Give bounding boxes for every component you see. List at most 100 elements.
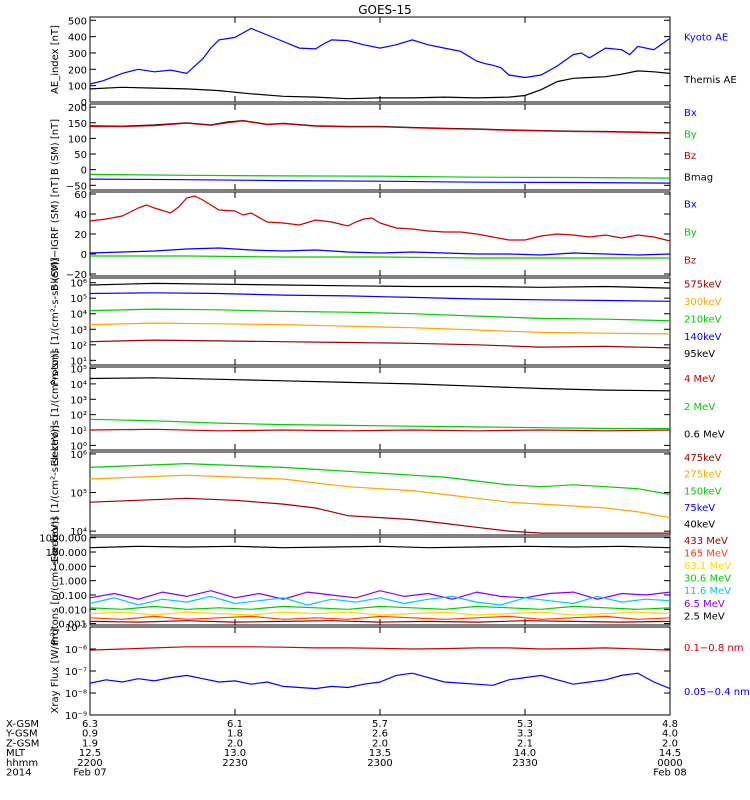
y-tick-label: 10⁴ <box>70 380 87 391</box>
y-tick-label: 0.001 <box>58 620 87 631</box>
ephemeris-value: 2200 <box>77 758 102 769</box>
legend-entry: 0.1−0.8 nm <box>684 643 743 654</box>
ephemeris-value: 2.6 <box>372 729 388 740</box>
panel-7: 0.001 0.010 0.100 1.000 10.000 100.000 1000.00… <box>39 517 731 645</box>
ephemeris-value: 0.9 <box>82 729 98 740</box>
legend-entry: 0.05−0.4 nm <box>684 687 750 698</box>
y-axis-label: B (SM)−IGRF (SM) [nT] <box>50 177 61 291</box>
ephemeris-value: 2.0 <box>372 738 388 749</box>
y-tick-label: 400 <box>68 33 87 44</box>
y-tick-label: 1.000 <box>58 577 87 588</box>
ephemeris-table: X-GSMY-GSMZ-GSMMLThhmm20146.30.91.912.52… <box>5 719 687 779</box>
series-by <box>90 255 670 259</box>
panel-frame <box>89 536 671 626</box>
legend-entry: 210keV <box>684 314 722 325</box>
series-0-6-mev <box>89 377 671 392</box>
ephemeris-row-label: Z-GSM <box>6 738 39 749</box>
series-575kev <box>89 339 671 349</box>
y-tick-label: 10³ <box>70 325 87 336</box>
ephemeris-row-label: Y-GSM <box>5 729 38 740</box>
y-tick-label: 10⁴ <box>70 310 87 321</box>
ephemeris-value: 3.3 <box>517 729 533 740</box>
panel-1: 0 100 200 300 400 500 AE_index [nT] Kyoto AE The… <box>50 16 737 109</box>
y-tick-label: 10⁻⁷ <box>65 667 87 678</box>
y-tick-label: 10.000 <box>52 562 87 573</box>
series-2-mev <box>89 418 670 430</box>
panel-frame <box>89 366 671 451</box>
series-2-5-mev <box>89 545 671 549</box>
y-axis-label: Protons [p/(cm²-s-sr-keV)] <box>50 517 61 645</box>
legend-entry: Bx <box>684 108 697 119</box>
series-475kev <box>89 497 670 534</box>
series-150kev <box>89 462 671 496</box>
y-tick-label: 0 <box>81 98 87 109</box>
y-tick-label: 10² <box>70 341 87 352</box>
legend-entry: Bx <box>684 199 697 210</box>
series-0-05-0-4-nm <box>89 672 671 690</box>
y-tick-label: 150 <box>68 119 87 130</box>
y-tick-label: 10⁵ <box>70 294 87 305</box>
y-tick-label: 0.100 <box>58 591 87 602</box>
ephemeris-value: 2230 <box>222 758 247 769</box>
ephemeris-row-label: MLT <box>6 748 26 759</box>
y-axis-label: Xray Flux [W/m²] <box>50 628 61 713</box>
y-tick-label: 300 <box>68 49 87 60</box>
legend-entry: By <box>684 129 697 140</box>
legend-entry: 2 MeV <box>684 402 715 413</box>
y-tick-label: 10⁶ <box>70 279 87 290</box>
ephemeris-value: Feb 08 <box>653 768 687 779</box>
series-6-5-mev <box>89 590 671 600</box>
panel-2: −50 0 50 100 150 200 B (SM) [nT] Bx By Bz Bmag <box>50 103 713 192</box>
legend-entry: 475keV <box>684 453 722 464</box>
y-tick-label: 10⁻⁹ <box>65 711 87 722</box>
series-11-6-mev <box>89 595 671 606</box>
y-tick-label: 200 <box>68 65 87 76</box>
ephemeris-value: 2330 <box>512 758 537 769</box>
legend-entry: 300keV <box>684 297 722 308</box>
series-165-mev <box>89 615 671 620</box>
y-tick-label: 0 <box>81 250 87 261</box>
y-tick-label: 20 <box>74 230 87 241</box>
y-tick-label: 10⁴ <box>70 527 87 538</box>
legend-entry: Bz <box>684 151 696 162</box>
panel-4: 10¹ 10² 10³ 10⁴ 10⁵ 10⁶ Protons [1/(cm²-s-sr-k… <box>50 257 722 385</box>
panel-frame <box>89 626 671 716</box>
y-tick-label: 10³ <box>70 395 87 406</box>
panel-frame <box>89 191 671 277</box>
ephemeris-row-label: hhmm <box>6 758 38 769</box>
legend-entry: 150keV <box>684 486 722 497</box>
y-tick-label: 10² <box>70 411 87 422</box>
y-tick-label: 10⁵ <box>70 365 87 376</box>
legend-entry: 275keV <box>684 470 722 481</box>
legend-entry: 11.6 MeV <box>684 586 731 597</box>
ephemeris-row-label: 2014 <box>6 768 31 779</box>
y-tick-label: 50 <box>74 150 87 161</box>
ephemeris-value: 12.5 <box>79 748 101 759</box>
legend-entry: 165 MeV <box>684 548 728 559</box>
ephemeris-value: 2.0 <box>227 738 243 749</box>
ephemeris-value: 1.9 <box>82 738 98 749</box>
y-tick-label: 0 <box>81 166 87 177</box>
y-tick-label: 100 <box>68 134 87 145</box>
y-axis-label: B (SM) [nT] <box>50 119 61 175</box>
ephemeris-row-label: X-GSM <box>6 719 39 730</box>
panel-8: 10⁻⁹ 10⁻⁸ 10⁻⁷ 10⁻⁶ 10⁻⁵ Xray Flux [W/m²] 0.1−… <box>50 623 750 722</box>
y-tick-label: 200 <box>68 103 87 114</box>
series-bx <box>89 178 671 184</box>
ephemeris-value: 1.8 <box>227 729 243 740</box>
panel-frame <box>89 277 671 366</box>
legend-entry: 140keV <box>684 332 722 343</box>
series-bz <box>89 195 671 242</box>
legend-entry: 30.6 MeV <box>684 574 731 585</box>
legend-entry: 6.5 MeV <box>684 599 725 610</box>
y-tick-label: 10⁻⁶ <box>65 645 87 656</box>
series-300kev <box>89 322 671 335</box>
ephemeris-value: 14.5 <box>659 748 681 759</box>
y-tick-label: 10¹ <box>70 356 87 367</box>
ephemeris-value: 5.3 <box>517 719 533 730</box>
series-140kev <box>89 292 671 302</box>
y-tick-label: 10⁶ <box>70 450 87 461</box>
ephemeris-value: 6.3 <box>82 719 98 730</box>
y-tick-label: −20 <box>66 270 87 281</box>
